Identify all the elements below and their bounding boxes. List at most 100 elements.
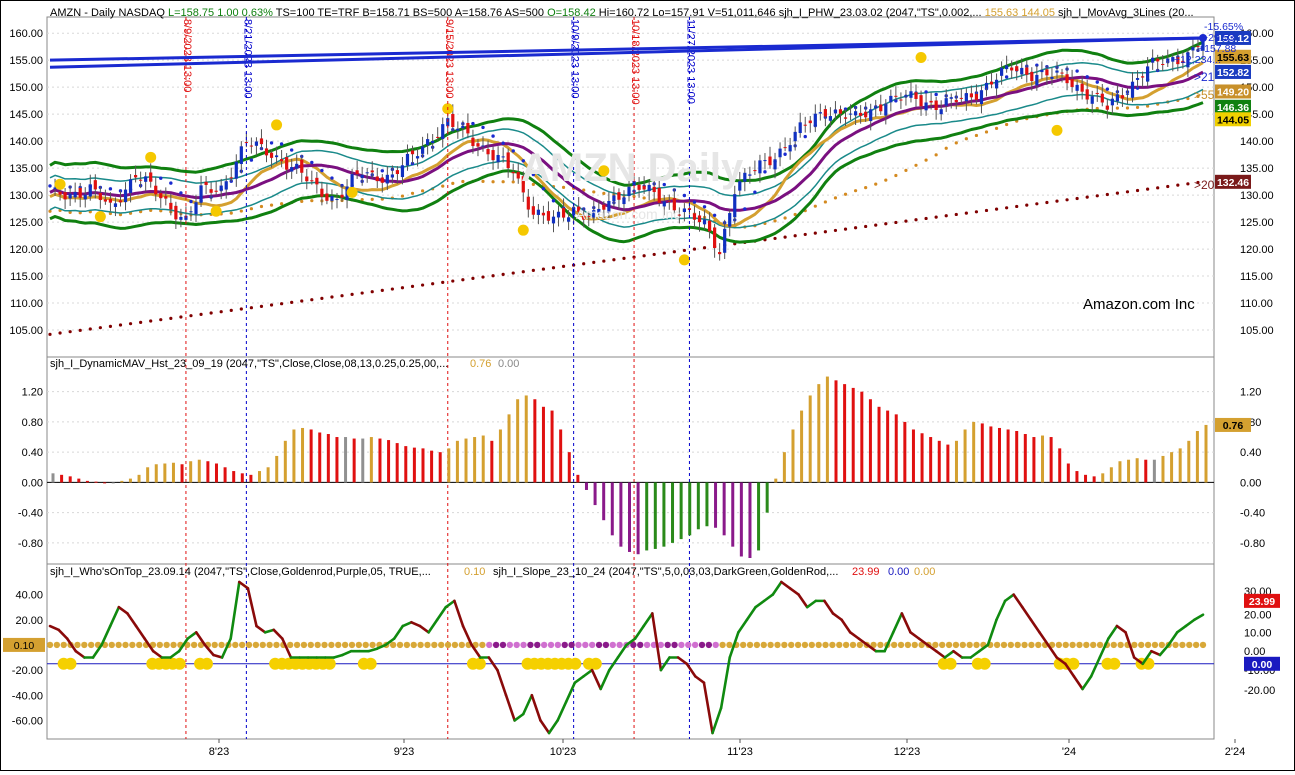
ma55-dot xyxy=(501,180,505,184)
pane2-val1: 0.76 xyxy=(470,358,491,370)
candle xyxy=(833,110,838,114)
hist-bar xyxy=(490,440,494,483)
hist-bar xyxy=(808,395,812,483)
ma8-dot xyxy=(1135,86,1140,90)
state-dot xyxy=(808,641,816,649)
long-ma-dot xyxy=(169,316,173,320)
state-dot xyxy=(904,641,912,649)
candle xyxy=(989,81,994,85)
ma8-dot xyxy=(1035,63,1039,67)
candle xyxy=(219,185,223,191)
candle xyxy=(204,181,208,185)
ma8-dot xyxy=(491,134,495,138)
ma55-dot xyxy=(360,198,364,202)
candle xyxy=(748,174,752,176)
hist-bar xyxy=(189,461,193,483)
slope-segment xyxy=(1029,618,1041,634)
candle xyxy=(843,117,848,119)
lower-band xyxy=(49,101,1204,244)
ma55-dot xyxy=(874,182,878,186)
candle xyxy=(894,95,898,97)
y-tick-label: 150.00 xyxy=(9,82,43,94)
slope-segment xyxy=(453,599,465,628)
cross-dot xyxy=(364,657,377,670)
state-dot xyxy=(554,641,562,649)
slope-segment xyxy=(203,643,215,657)
state-dot xyxy=(266,641,273,649)
candle xyxy=(1156,58,1160,62)
hist-bar xyxy=(671,482,675,543)
candle xyxy=(738,181,742,191)
candle xyxy=(587,215,591,217)
candle xyxy=(335,199,339,201)
slope-segment xyxy=(797,593,809,609)
candle xyxy=(874,107,878,109)
x-tick-label: 9'23 xyxy=(394,746,414,758)
candle xyxy=(88,184,92,197)
state-dot xyxy=(664,641,671,649)
state-dot xyxy=(307,641,314,649)
candle xyxy=(506,152,510,169)
y-tick-label: 130.00 xyxy=(9,190,43,202)
state-dot xyxy=(355,641,363,649)
slope-segment xyxy=(444,599,456,609)
y2-tick-label: 0.40 xyxy=(22,447,43,459)
long-ma-dot xyxy=(904,219,908,223)
hist-bar xyxy=(1041,435,1045,483)
state-dot xyxy=(1131,641,1138,649)
state-dot xyxy=(499,641,507,649)
price-tag-label: 149.20 xyxy=(1217,86,1249,98)
candle xyxy=(617,192,621,200)
candle xyxy=(295,163,299,169)
hist-bar xyxy=(843,384,847,483)
ma55-dot xyxy=(843,192,848,196)
slope-segment xyxy=(926,643,938,653)
candle xyxy=(58,191,62,195)
hist-bar xyxy=(214,463,218,483)
state-dot xyxy=(534,641,541,649)
candle xyxy=(244,142,248,144)
price-tag xyxy=(1215,49,1251,64)
state-dot xyxy=(341,641,349,649)
state-dot xyxy=(314,641,321,649)
candle xyxy=(1090,96,1094,104)
state-dot xyxy=(527,641,534,649)
long-ma-dot xyxy=(803,232,807,237)
long-ma-dot xyxy=(1095,194,1099,198)
candle xyxy=(340,194,344,198)
long-ma-dot xyxy=(994,207,999,211)
candle xyxy=(592,210,596,218)
state-dot xyxy=(801,641,809,649)
hist-last-tag xyxy=(1215,417,1251,432)
ma55-dot xyxy=(1196,94,1200,98)
state-dot xyxy=(259,641,266,649)
cross-dot xyxy=(473,657,486,670)
slope-segment xyxy=(255,624,267,634)
candle xyxy=(1055,70,1059,73)
slope-segment xyxy=(943,649,955,659)
candle xyxy=(466,122,470,134)
y-tick-label-right: 105.00 xyxy=(1240,325,1274,337)
candle xyxy=(98,193,102,201)
long-ma-dot xyxy=(672,250,676,254)
candle xyxy=(813,113,817,127)
slope-segment xyxy=(995,599,1007,622)
slope-segment xyxy=(177,637,189,653)
long-ma-dot xyxy=(300,299,304,303)
ma8-dot xyxy=(471,121,475,126)
candle xyxy=(1075,84,1079,91)
long-ma-dot xyxy=(1176,183,1180,187)
state-dot xyxy=(774,641,781,649)
hist-bar xyxy=(412,447,416,483)
candle xyxy=(788,145,792,152)
ma55-dot xyxy=(1135,105,1140,110)
candle xyxy=(1151,57,1155,63)
ma55-dot xyxy=(370,197,374,201)
state-dot xyxy=(1179,641,1186,649)
candle xyxy=(1120,95,1125,99)
slope-segment xyxy=(599,668,611,691)
slope-segment xyxy=(117,605,129,615)
ma8-dot xyxy=(521,159,525,163)
candle xyxy=(521,176,525,193)
candle xyxy=(713,227,717,249)
